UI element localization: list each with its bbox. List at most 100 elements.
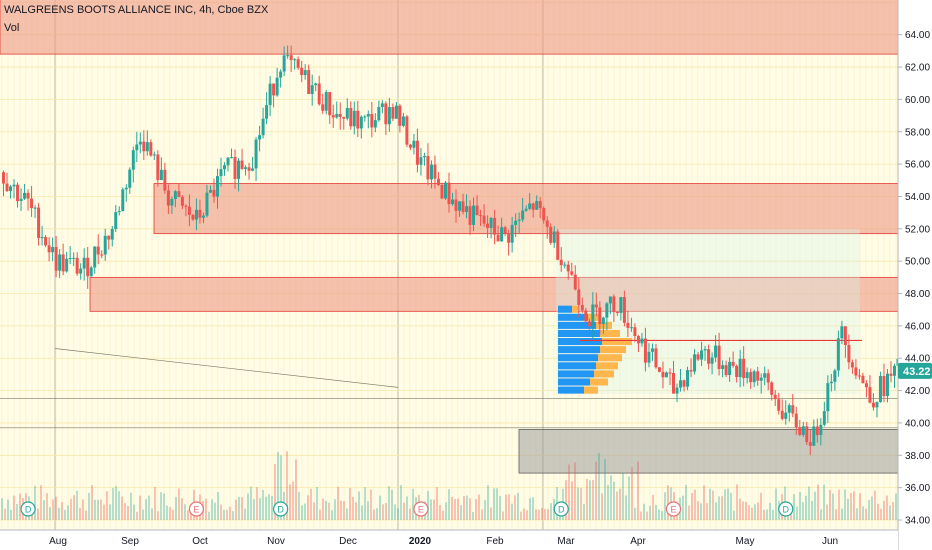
candle-body — [717, 345, 721, 370]
volume-bar — [508, 494, 510, 520]
candle-body — [770, 382, 774, 395]
volume-bar — [658, 509, 660, 520]
candle-body — [429, 164, 433, 180]
volume-bar — [286, 451, 288, 520]
volume-bar — [526, 510, 528, 520]
dividend-marker[interactable]: D — [553, 501, 569, 517]
volume-bar — [106, 491, 108, 520]
candle-body — [650, 348, 654, 352]
volume-bar — [877, 503, 879, 520]
candle-body — [82, 257, 86, 269]
candle-body — [854, 367, 858, 376]
volume-bar — [166, 505, 168, 520]
volume-bar — [694, 489, 696, 520]
candle-body — [468, 206, 472, 225]
volume-bar — [649, 505, 651, 520]
earnings-marker[interactable]: E — [413, 501, 429, 517]
candle-body — [486, 223, 490, 228]
candle-body — [787, 405, 791, 413]
profile-bar — [558, 370, 594, 378]
candle-body — [303, 70, 307, 76]
volume-bar — [439, 505, 441, 520]
volume-bar — [664, 492, 666, 520]
candle-body — [226, 157, 230, 166]
volume-bar — [688, 505, 690, 520]
x-tick-label: 2020 — [409, 536, 432, 547]
profile-bar — [558, 329, 600, 338]
volume-bar — [535, 509, 537, 520]
volume-profile — [556, 228, 860, 394]
volume-bar — [589, 480, 591, 520]
candle-body — [401, 116, 405, 126]
earnings-marker[interactable]: E — [665, 501, 682, 517]
volume-bar — [262, 489, 264, 520]
volume-bar — [820, 509, 822, 520]
volume-bar — [886, 495, 888, 520]
event-label: E — [418, 505, 424, 515]
dividend-marker[interactable]: D — [778, 501, 794, 517]
candle-body — [510, 224, 514, 243]
time-axis[interactable]: Aug Sep Oct Nov Dec 2020 Feb Mar Apr May Jun — [0, 529, 898, 550]
volume-bar — [337, 486, 339, 520]
volume-bar — [367, 501, 369, 520]
candle-body — [2, 172, 6, 184]
event-circle — [778, 501, 794, 517]
volume-bar — [697, 501, 699, 520]
candle-body — [300, 67, 304, 76]
candle-body — [244, 167, 248, 169]
candle-body — [766, 373, 770, 383]
candle-body — [833, 370, 837, 382]
candle-body — [479, 215, 483, 217]
price-axis[interactable]: 64.00 62.00 60.00 58.00 56.00 54.00 52.00 50.00… — [898, 30, 930, 527]
profile-bar — [598, 354, 622, 362]
candle-body — [556, 231, 560, 260]
candle-body — [156, 154, 160, 181]
volume-bar — [619, 488, 621, 520]
candle-body — [822, 411, 826, 425]
volume-bar — [475, 499, 477, 520]
candle-body — [531, 203, 535, 210]
volume-bar — [139, 495, 141, 520]
candle-body — [815, 426, 819, 436]
volume-bar — [520, 511, 522, 520]
dividend-marker[interactable]: D — [20, 501, 36, 517]
candle-body — [549, 226, 553, 243]
candle-body — [675, 387, 679, 394]
volume-bar — [754, 504, 756, 520]
volume-bar — [727, 488, 729, 520]
x-tick-label: Sep — [121, 536, 139, 547]
volume-bar — [853, 491, 855, 520]
price-zones — [0, 0, 899, 474]
volume-bar — [634, 507, 636, 520]
profile-bar — [558, 313, 588, 321]
profile-bar — [594, 370, 614, 378]
volume-bar — [892, 502, 894, 520]
volume-bar — [37, 508, 39, 520]
earnings-marker[interactable]: E — [188, 501, 205, 517]
x-tick-label: Jun — [822, 536, 838, 547]
volume-bar — [133, 504, 135, 520]
y-tick-label: 44.00 — [905, 354, 930, 365]
candle-body — [643, 338, 647, 363]
dividend-marker[interactable]: D — [273, 501, 289, 517]
candle-body — [96, 246, 100, 255]
candle-body — [580, 304, 584, 311]
volume-bar — [1, 498, 3, 520]
candle-body — [672, 372, 675, 394]
volume-bar — [391, 489, 393, 520]
y-tick-label: 54.00 — [905, 192, 930, 203]
volume-bar — [517, 492, 519, 520]
candle-body — [591, 304, 595, 327]
volume-bar — [244, 508, 246, 520]
zone-support-38 — [518, 429, 899, 474]
candle-body — [103, 235, 107, 255]
volume-bar — [889, 505, 891, 520]
volume-bar — [763, 510, 765, 520]
volume-bar — [766, 509, 768, 520]
volume-label: Vol — [4, 22, 20, 34]
volume-bar — [499, 496, 501, 520]
volume-bar — [814, 491, 816, 520]
